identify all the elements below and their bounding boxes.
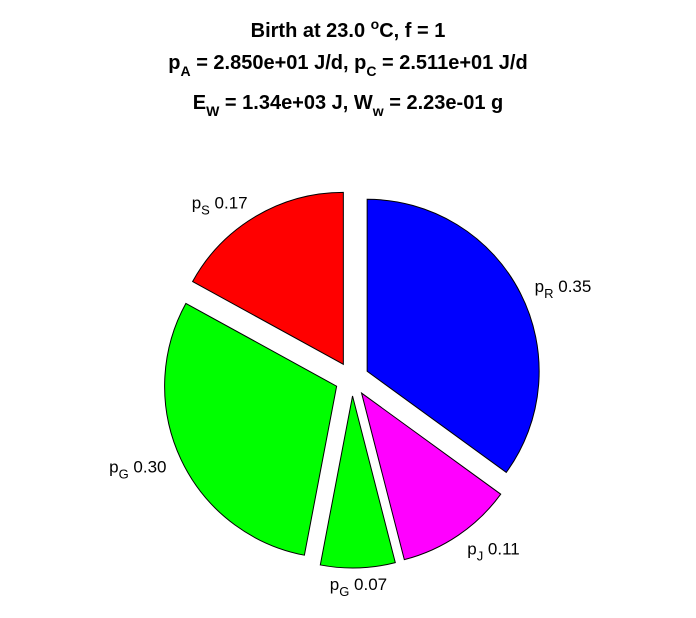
title-line-1: Birth at 23.0 oC, f = 1: [250, 16, 446, 42]
slice-label-pG-2: pG 0.07: [330, 575, 387, 599]
pie-slice-pS-4: [191, 191, 344, 366]
pie-slice-pG-3: [164, 302, 338, 556]
pie-slice-pR-0: [366, 198, 540, 474]
title-line-2: pA = 2.850e+01 J/d, pC = 2.511e+01 J/d: [168, 52, 528, 79]
pie-slice-pJ-1: [360, 391, 502, 561]
slice-label-pJ-1: pJ 0.11: [467, 540, 520, 564]
chart-title: Birth at 23.0 oC, f = 1 pA = 2.850e+01 J…: [0, 8, 696, 127]
slice-label-pG-3: pG 0.30: [109, 457, 166, 481]
title-line-3: EW = 1.34e+03 J, Ww = 2.23e-01 g: [192, 92, 504, 119]
pie-slice-pG-2: [319, 395, 396, 569]
slice-label-pR-0: pR 0.35: [535, 277, 592, 301]
slice-label-pS-4: pS 0.17: [192, 194, 248, 218]
